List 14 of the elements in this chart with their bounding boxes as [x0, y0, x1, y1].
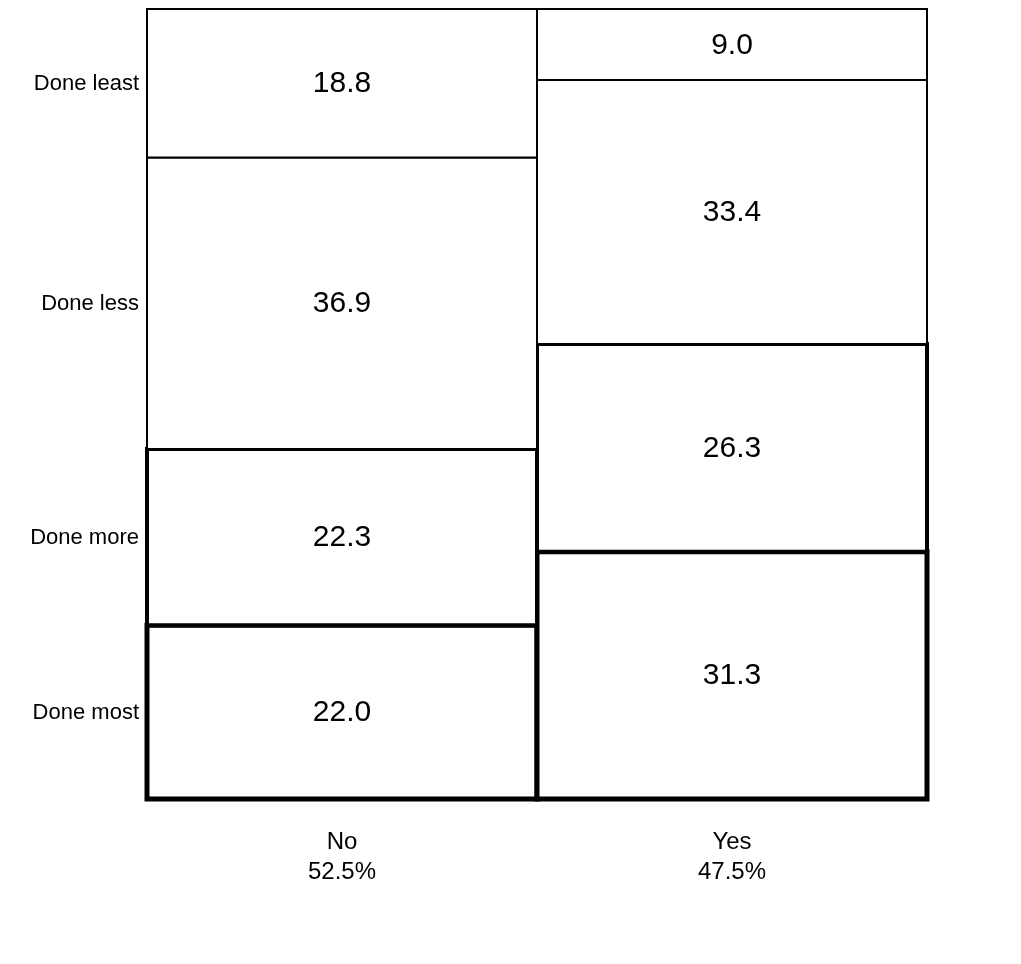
data-label: 22.3: [312, 519, 372, 553]
series-label: Done less: [41, 290, 139, 316]
series-label: Done least: [33, 70, 139, 96]
x-tick-label: No 52.5%: [307, 826, 377, 884]
data-label: 33.4: [702, 194, 762, 228]
series-label: Done most: [32, 699, 139, 725]
data-label: 9.0: [711, 26, 753, 60]
data-label: 31.3: [702, 657, 762, 691]
series-label: Done more: [30, 524, 139, 550]
x-tick-label: Yes 47.5%: [697, 826, 767, 884]
data-label: 36.9: [312, 285, 372, 319]
data-label: 22.0: [312, 694, 372, 728]
data-label: 18.8: [312, 65, 372, 99]
data-label: 26.3: [702, 429, 762, 463]
